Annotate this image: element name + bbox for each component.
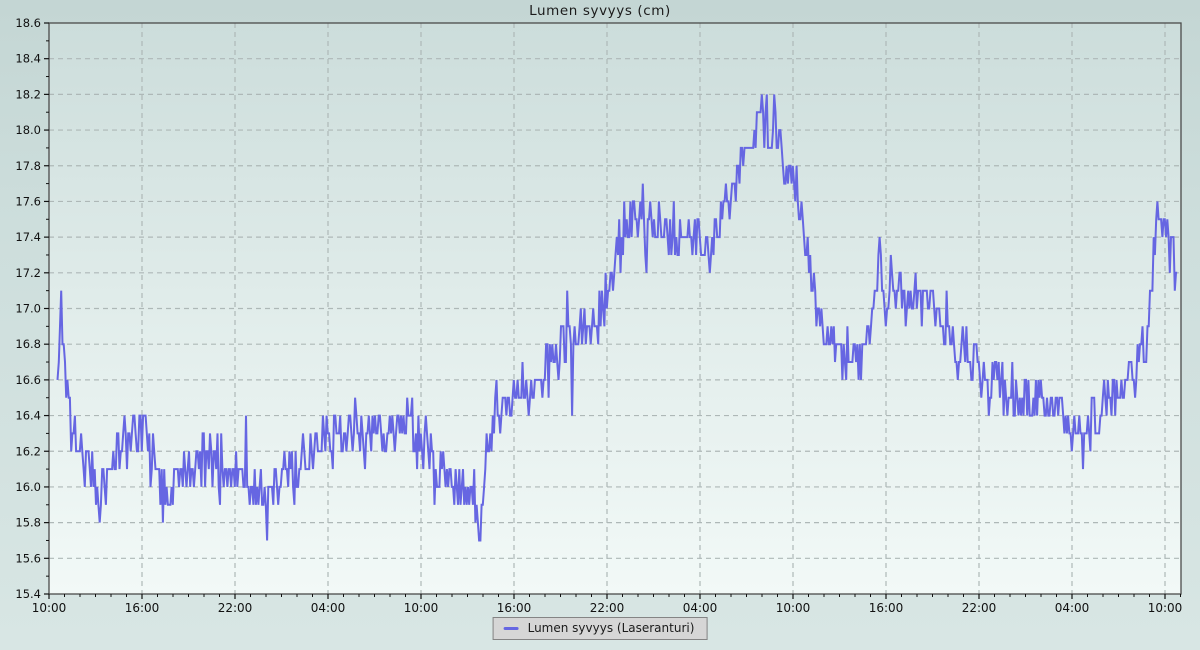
svg-text:04:00: 04:00	[311, 601, 346, 615]
svg-text:17.8: 17.8	[15, 159, 41, 173]
svg-text:18.6: 18.6	[15, 16, 41, 30]
series-line-swatch-icon	[503, 626, 519, 630]
svg-text:17.6: 17.6	[15, 194, 41, 208]
svg-text:16.8: 16.8	[15, 337, 41, 351]
svg-text:18.2: 18.2	[15, 87, 41, 101]
svg-text:22:00: 22:00	[962, 601, 997, 615]
legend-series-label: Lumen syvyys (Laseranturi)	[527, 621, 695, 635]
svg-text:18.4: 18.4	[15, 52, 41, 66]
svg-text:17.4: 17.4	[15, 230, 41, 244]
svg-text:17.2: 17.2	[15, 266, 41, 280]
svg-text:15.6: 15.6	[15, 551, 41, 565]
svg-text:10:00: 10:00	[404, 601, 439, 615]
svg-text:16.4: 16.4	[15, 409, 41, 423]
svg-text:15.8: 15.8	[15, 516, 41, 530]
svg-text:16.6: 16.6	[15, 373, 41, 387]
svg-text:16.2: 16.2	[15, 444, 41, 458]
svg-text:04:00: 04:00	[683, 601, 718, 615]
svg-text:16.0: 16.0	[15, 480, 41, 494]
svg-text:17.0: 17.0	[15, 302, 41, 316]
svg-text:16:00: 16:00	[125, 601, 160, 615]
svg-text:16:00: 16:00	[869, 601, 904, 615]
svg-text:22:00: 22:00	[590, 601, 625, 615]
svg-text:10:00: 10:00	[1148, 601, 1183, 615]
svg-text:18.0: 18.0	[15, 123, 41, 137]
svg-text:22:00: 22:00	[218, 601, 253, 615]
svg-text:10:00: 10:00	[32, 601, 67, 615]
chart-title: Lumen syvyys (cm)	[529, 3, 671, 19]
svg-text:04:00: 04:00	[1055, 601, 1090, 615]
legend: Lumen syvyys (Laseranturi)	[492, 617, 708, 640]
svg-text:15.4: 15.4	[15, 587, 41, 601]
svg-text:16:00: 16:00	[497, 601, 532, 615]
svg-text:10:00: 10:00	[776, 601, 811, 615]
